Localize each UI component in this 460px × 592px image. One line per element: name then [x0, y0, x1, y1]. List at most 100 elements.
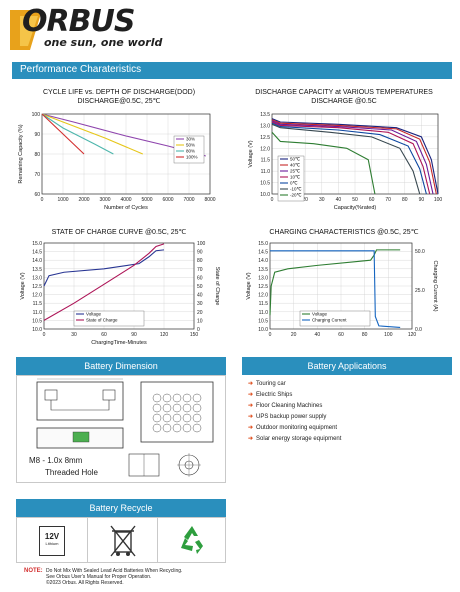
- list-item: ➜ Outdoor monitoring equipment: [248, 425, 338, 431]
- y-axis-label: Voltage (V): [20, 272, 26, 299]
- x-tick-label: 2000: [78, 197, 89, 203]
- plot-frame: [41, 113, 211, 195]
- arrow-icon: ➜: [248, 436, 254, 442]
- x-axis-label: Number of Cycles: [104, 205, 148, 211]
- y-tick-label: 11.5: [33, 301, 43, 307]
- y-tick-label: 12.5: [32, 284, 42, 290]
- y-tick-label: 10.0: [32, 327, 42, 333]
- charging-characteristics-chart: CHARGING CHARACTERISTICS @0.5C, 25℃ 0 20 4…: [236, 228, 452, 348]
- x-tick-label: 0: [269, 332, 272, 338]
- y-tick-label: 14.5: [32, 250, 42, 256]
- x-tick-label: 80: [402, 197, 408, 203]
- x-tick-label: 60: [369, 197, 375, 203]
- y-tick-label: 10.5: [32, 318, 42, 324]
- applications-header: Battery Applications: [242, 357, 452, 375]
- note-label: NOTE:: [24, 568, 43, 574]
- recycle-panel: 12V Lithium: [16, 517, 226, 563]
- y-tick-label: 60: [34, 192, 40, 198]
- series-line: [43, 249, 165, 287]
- x-tick-label: 0: [43, 332, 46, 338]
- legend-box: [299, 310, 371, 327]
- chart-title: CHARGING CHARACTERISTICS @0.5C, 25℃: [269, 229, 419, 236]
- recycle-header: Battery Recycle: [16, 499, 226, 517]
- legend-label: -20℃: [290, 193, 303, 198]
- y-tick-label: 90: [34, 132, 40, 138]
- thread-spec: M8 - 1.0x 8mm: [29, 456, 83, 465]
- y-tick-label: 13.5: [258, 267, 268, 273]
- chart-title: DISCHARGE CAPACITY at VARIOUS TEMPERATUR…: [255, 89, 433, 105]
- y2-tick-label: 60: [197, 275, 203, 281]
- arrow-icon: ➜: [248, 414, 254, 420]
- arrow-icon: ➜: [248, 425, 254, 431]
- legend-label: 50℃: [290, 157, 301, 162]
- x-tick-label: 5000: [141, 197, 152, 203]
- y2-tick-label: 50.0: [415, 249, 425, 255]
- performance-header: Performance Charateristics: [12, 62, 452, 79]
- x-tick-label: 120: [160, 332, 169, 338]
- x-tick-label: 60: [338, 332, 344, 338]
- y-tick-label: 12.0: [258, 293, 268, 299]
- dimension-header: Battery Dimension: [16, 357, 226, 375]
- y2-tick-label: 70: [197, 267, 203, 273]
- legend-label: -10℃: [290, 187, 303, 192]
- arrow-icon: ➜: [248, 392, 254, 398]
- y-tick-label: 11.5: [261, 158, 271, 164]
- series-line: [271, 123, 421, 195]
- x-tick-label: 30: [71, 332, 77, 338]
- x-tick-label: 8000: [204, 197, 215, 203]
- y2-axis-label: Charging Current (A): [432, 260, 438, 311]
- y2-tick-label: 40: [197, 293, 203, 299]
- y2-tick-label: 25.0: [415, 288, 425, 294]
- y2-axis-label: State of Charge: [214, 267, 220, 306]
- arrow-icon: ➜: [248, 403, 254, 409]
- series-line: [271, 122, 427, 195]
- y-tick-label: 70: [34, 172, 40, 178]
- note: NOTE: Do Not Mix With Sealed Lead Acid B…: [24, 568, 224, 586]
- legend-label: 40℃: [290, 163, 301, 168]
- y-tick-label: 10.0: [260, 192, 270, 198]
- x-tick-label: 20: [302, 197, 308, 203]
- x-tick-label: 7000: [183, 197, 194, 203]
- battery-chemistry: Lithium: [45, 541, 59, 546]
- legend-label: 0℃: [290, 181, 299, 186]
- x-tick-label: 70: [385, 197, 391, 203]
- battery-dimension-drawing: [36, 378, 214, 477]
- legend-box: [277, 155, 305, 202]
- y-tick-label: 12.0: [32, 293, 42, 299]
- legend-label: 25℃: [290, 169, 301, 174]
- charging-characteristics-plot: 0 20 40 60 80 100 120 10.0 10.5 11.0 11.5 12.0 12.5 1…: [246, 241, 438, 338]
- x-tick-label: 60: [101, 332, 107, 338]
- legend-label: Charging Current: [312, 318, 347, 323]
- y2-tick-label: 0: [197, 327, 200, 333]
- legend-label: State of Charge: [86, 318, 118, 323]
- plot-frame: [269, 242, 413, 330]
- x-tick-label: 150: [190, 332, 199, 338]
- y2-tick-label: 100: [197, 241, 206, 247]
- y-tick-label: 10.5: [258, 318, 268, 324]
- y-tick-label: 10.5: [260, 181, 270, 187]
- battery-voltage: 12V: [44, 532, 60, 541]
- y-axis-label: Voltage (V): [248, 140, 254, 167]
- y-axis-label: Voltage (V): [246, 272, 252, 299]
- y-tick-label: 10.0: [258, 327, 268, 333]
- y2-tick-label: 0.0: [415, 327, 422, 333]
- y2-tick-label: 30: [197, 301, 203, 307]
- list-item: ➜ UPS backup power supply: [248, 414, 327, 420]
- y-tick-label: 11.5: [259, 301, 269, 307]
- performance-title: Performance Charateristics: [20, 64, 142, 75]
- legend-label: 80%: [186, 149, 195, 154]
- series-line: [41, 113, 144, 155]
- y-tick-label: 11.0: [261, 169, 271, 175]
- x-tick-label: 100: [384, 332, 393, 338]
- series-line: [271, 118, 439, 195]
- x-tick-label: 100: [434, 197, 443, 203]
- y-tick-label: 14.5: [258, 250, 268, 256]
- no-trash-bin-icon: [110, 525, 136, 557]
- y-tick-label: 14.0: [32, 258, 42, 264]
- x-tick-label: 50: [352, 197, 358, 203]
- x-tick-label: 80: [362, 332, 368, 338]
- chart-title: CYCLE LIFE vs. DEPTH OF DISCHARGE(DOD) D…: [42, 89, 196, 105]
- y-tick-label: 12.0: [260, 146, 270, 152]
- series-line: [271, 131, 376, 195]
- x-tick-label: 20: [291, 332, 297, 338]
